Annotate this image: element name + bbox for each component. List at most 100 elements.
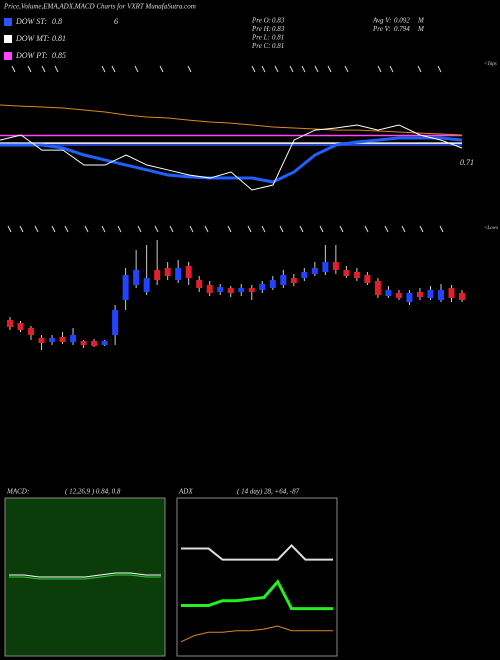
candle-body: [70, 335, 77, 342]
panel-title: MACD:: [6, 488, 29, 496]
candle-body: [154, 270, 161, 280]
corner-label: 6: [114, 17, 118, 26]
candle-body: [448, 288, 455, 298]
stat-value: 0.83: [272, 25, 285, 33]
volume-value: 0.794: [394, 25, 410, 33]
candle-body: [59, 337, 66, 342]
candle-body: [122, 275, 129, 300]
series-line: [9, 572, 161, 578]
signal-arrow: [301, 65, 306, 73]
candle-body: [280, 275, 287, 285]
candle-body: [143, 278, 150, 292]
signal-arrow: [419, 225, 424, 233]
signal-arrow: [54, 65, 59, 73]
signal-arrow: [417, 65, 422, 73]
candle-body: [238, 288, 245, 292]
signal-arrow: [364, 225, 369, 233]
candle-body: [133, 270, 140, 285]
candle-body: [322, 262, 329, 272]
series-line: [180, 625, 333, 643]
signal-arrow: [134, 65, 139, 73]
stat-label: Pre O:: [251, 17, 271, 25]
legend-value: 0.81: [52, 34, 66, 43]
signal-arrow: [19, 225, 24, 233]
volume-label: Avg V:: [372, 17, 391, 25]
candle-body: [427, 290, 434, 298]
candle-body: [259, 284, 266, 290]
stat-label: Pre C:: [251, 42, 271, 50]
series-line: [9, 574, 161, 580]
stat-value: 0.83: [272, 17, 285, 25]
candle-body: [395, 293, 402, 298]
legend-swatch: [4, 35, 12, 43]
signal-arrow: [117, 225, 122, 233]
volume-value: 0.092: [394, 17, 410, 25]
stat-label: Pre L:: [251, 34, 270, 42]
candle-body: [101, 341, 108, 345]
panel-subtitle: ( 12,26,9 ) 0.84, 0.8: [65, 488, 121, 496]
candle-body: [416, 292, 423, 297]
candle-body: [206, 285, 213, 293]
signal-arrow: [439, 225, 444, 233]
signal-arrow: [154, 225, 159, 233]
candle-body: [311, 268, 318, 274]
volume-unit: M: [417, 17, 425, 25]
stat-value: 0.81: [272, 34, 284, 42]
stat-label: Pre H:: [251, 25, 271, 33]
signal-arrow: [169, 225, 174, 233]
lows-label: <Lows: [484, 226, 498, 231]
candle-body: [269, 280, 276, 288]
candle-body: [112, 310, 119, 335]
signal-arrow: [437, 65, 442, 73]
candle-body: [217, 287, 224, 292]
signal-arrow: [247, 225, 252, 233]
tops-label: <Tops: [484, 62, 497, 67]
legend-swatch: [4, 52, 12, 60]
signal-arrow: [384, 225, 389, 233]
signal-arrow: [84, 225, 89, 233]
signal-arrow: [27, 65, 32, 73]
signal-arrow: [251, 65, 256, 73]
panel: [176, 497, 338, 657]
signal-arrow: [7, 225, 12, 233]
volume-label: Pre V:: [372, 25, 391, 33]
candle-body: [248, 288, 255, 292]
candle-body: [17, 323, 24, 330]
signal-arrow: [34, 225, 39, 233]
candle-body: [459, 293, 465, 300]
volume-unit: M: [417, 25, 425, 33]
legend-label: DOW PT:: [15, 51, 48, 60]
signal-arrow: [289, 65, 294, 73]
panel-title: ADX: [178, 488, 193, 496]
series-line: [0, 124, 463, 191]
candle-body: [227, 288, 234, 293]
candle-body: [185, 266, 192, 278]
candle-body: [374, 281, 381, 295]
legend-value: 0.8: [52, 17, 62, 26]
signal-arrow: [377, 65, 382, 73]
signal-arrow: [314, 65, 319, 73]
signal-arrow: [101, 65, 106, 73]
signal-arrow: [111, 65, 116, 73]
signal-arrow: [11, 65, 16, 73]
candle-body: [91, 341, 98, 346]
signal-arrow: [344, 65, 349, 73]
signal-arrow: [41, 65, 46, 73]
candle-body: [164, 268, 171, 276]
candle-body: [406, 293, 413, 302]
signal-arrow: [401, 225, 406, 233]
signal-arrow: [159, 65, 164, 73]
signal-arrow: [187, 65, 192, 73]
candle-body: [290, 278, 297, 283]
signal-arrow: [339, 225, 344, 233]
candle-body: [7, 320, 13, 327]
candle-body: [38, 338, 45, 343]
candle-body: [332, 262, 339, 270]
series-line: [181, 579, 333, 611]
legend-label: DOW MT:: [15, 34, 50, 43]
stat-value: 0.81: [272, 42, 284, 50]
legend-swatch: [4, 18, 12, 26]
candle-body: [364, 275, 371, 283]
